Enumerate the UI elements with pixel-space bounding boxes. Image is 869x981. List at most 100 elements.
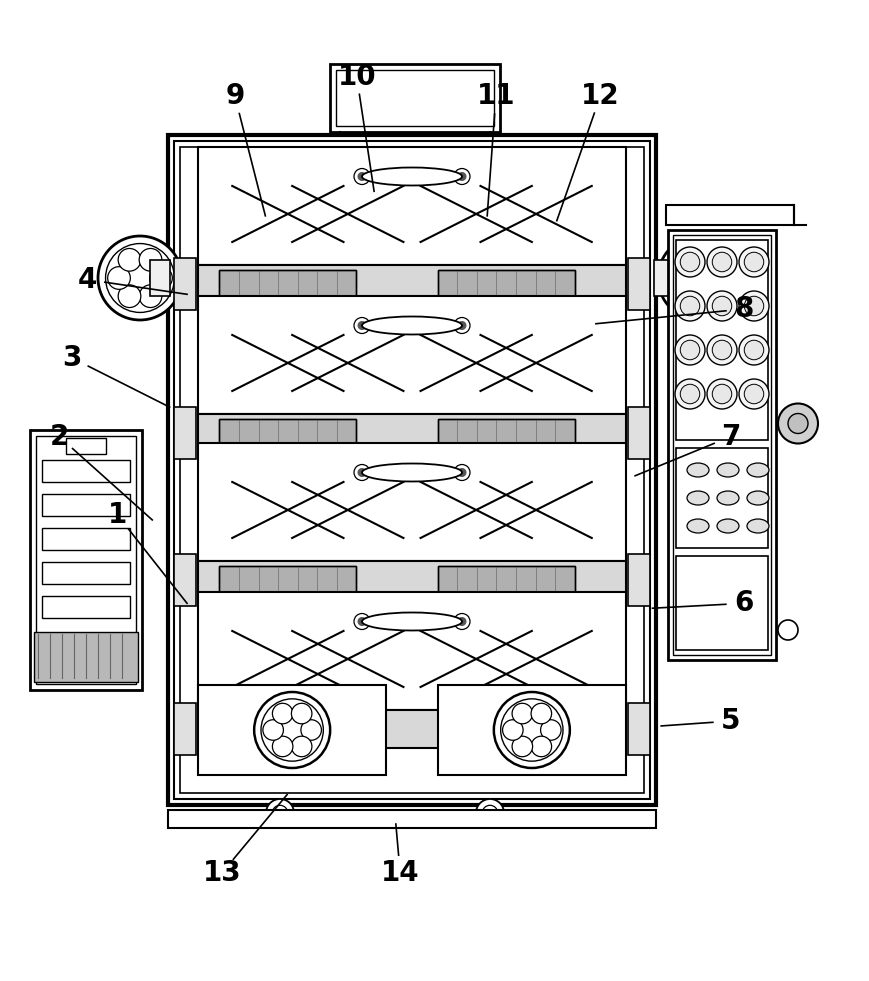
Circle shape bbox=[108, 267, 130, 289]
Bar bbox=[437, 271, 574, 297]
Bar bbox=[198, 561, 626, 599]
Ellipse shape bbox=[716, 463, 738, 477]
Circle shape bbox=[680, 340, 699, 360]
Circle shape bbox=[667, 267, 689, 289]
Circle shape bbox=[262, 720, 283, 741]
Circle shape bbox=[98, 236, 182, 320]
Bar bbox=[174, 703, 196, 755]
Bar bbox=[219, 566, 356, 594]
Circle shape bbox=[738, 335, 768, 365]
Text: 7: 7 bbox=[720, 423, 740, 450]
Bar bbox=[219, 271, 356, 297]
Circle shape bbox=[475, 799, 503, 827]
Bar bbox=[36, 436, 136, 684]
Circle shape bbox=[291, 736, 312, 756]
Circle shape bbox=[266, 799, 294, 827]
Circle shape bbox=[254, 692, 329, 768]
Circle shape bbox=[743, 340, 763, 360]
Circle shape bbox=[502, 720, 522, 741]
Circle shape bbox=[457, 322, 466, 330]
Text: 2: 2 bbox=[50, 423, 69, 450]
Bar bbox=[180, 147, 643, 793]
Bar bbox=[627, 258, 649, 310]
Ellipse shape bbox=[716, 491, 738, 505]
Circle shape bbox=[738, 379, 768, 409]
Circle shape bbox=[454, 169, 469, 184]
Circle shape bbox=[494, 692, 569, 768]
Circle shape bbox=[743, 385, 763, 404]
Circle shape bbox=[743, 252, 763, 272]
Ellipse shape bbox=[362, 317, 461, 335]
Bar bbox=[219, 419, 356, 446]
Bar bbox=[42, 596, 129, 618]
Circle shape bbox=[357, 469, 366, 477]
Bar bbox=[174, 258, 196, 310]
Bar bbox=[42, 494, 129, 516]
Bar bbox=[627, 703, 649, 755]
Circle shape bbox=[657, 236, 741, 320]
Circle shape bbox=[301, 720, 321, 741]
Ellipse shape bbox=[362, 168, 461, 185]
Circle shape bbox=[712, 252, 731, 272]
Ellipse shape bbox=[716, 519, 738, 533]
Circle shape bbox=[706, 291, 736, 321]
Bar bbox=[675, 448, 767, 548]
Circle shape bbox=[357, 173, 366, 181]
Circle shape bbox=[272, 736, 293, 756]
Circle shape bbox=[354, 169, 369, 184]
Bar bbox=[30, 430, 142, 690]
Bar bbox=[437, 685, 626, 775]
Bar bbox=[66, 438, 106, 454]
Bar bbox=[627, 554, 649, 606]
Bar bbox=[219, 419, 356, 446]
Bar bbox=[198, 296, 626, 414]
Bar bbox=[198, 265, 626, 303]
Circle shape bbox=[512, 736, 532, 756]
Ellipse shape bbox=[746, 463, 768, 477]
Bar bbox=[653, 260, 673, 296]
Bar bbox=[219, 715, 356, 743]
Circle shape bbox=[699, 248, 721, 271]
Circle shape bbox=[481, 805, 497, 821]
Bar bbox=[198, 592, 626, 710]
Ellipse shape bbox=[362, 612, 461, 631]
Circle shape bbox=[291, 703, 312, 724]
Bar bbox=[174, 554, 196, 606]
Circle shape bbox=[674, 335, 704, 365]
Bar bbox=[219, 715, 356, 743]
Circle shape bbox=[512, 703, 532, 724]
Bar bbox=[168, 135, 655, 805]
Circle shape bbox=[357, 322, 366, 330]
Text: 11: 11 bbox=[476, 82, 514, 110]
Bar bbox=[219, 566, 356, 594]
Circle shape bbox=[712, 296, 731, 316]
Text: 10: 10 bbox=[337, 63, 375, 90]
Text: 12: 12 bbox=[580, 82, 619, 110]
Circle shape bbox=[261, 698, 323, 761]
Circle shape bbox=[680, 252, 699, 272]
Circle shape bbox=[139, 284, 162, 307]
Bar bbox=[198, 414, 626, 452]
Bar bbox=[675, 556, 767, 650]
Circle shape bbox=[738, 247, 768, 277]
Circle shape bbox=[105, 243, 175, 312]
Circle shape bbox=[354, 613, 369, 630]
Circle shape bbox=[674, 291, 704, 321]
Circle shape bbox=[706, 379, 736, 409]
Circle shape bbox=[530, 703, 551, 724]
Bar bbox=[34, 632, 138, 682]
Bar bbox=[42, 460, 129, 482]
Circle shape bbox=[674, 247, 704, 277]
Bar bbox=[437, 566, 574, 594]
Circle shape bbox=[674, 379, 704, 409]
Bar bbox=[437, 715, 574, 743]
Circle shape bbox=[540, 720, 561, 741]
Bar bbox=[42, 562, 129, 584]
Ellipse shape bbox=[746, 519, 768, 533]
Bar bbox=[198, 443, 626, 561]
Circle shape bbox=[272, 805, 288, 821]
Circle shape bbox=[354, 318, 369, 334]
Circle shape bbox=[712, 385, 731, 404]
Text: 4: 4 bbox=[77, 266, 96, 293]
Circle shape bbox=[777, 620, 797, 640]
